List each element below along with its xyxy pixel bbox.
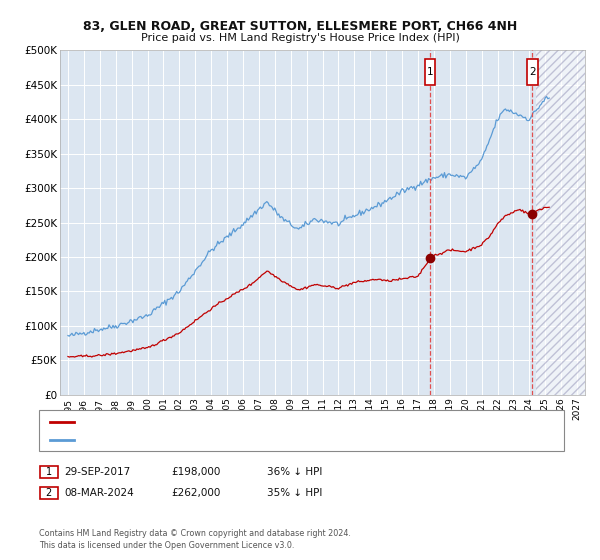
Text: Contains HM Land Registry data © Crown copyright and database right 2024.
This d: Contains HM Land Registry data © Crown c… xyxy=(39,529,351,550)
FancyBboxPatch shape xyxy=(425,59,435,85)
Text: 1: 1 xyxy=(427,67,433,77)
Text: 83, GLEN ROAD, GREAT SUTTON, ELLESMERE PORT, CH66 4NH: 83, GLEN ROAD, GREAT SUTTON, ELLESMERE P… xyxy=(83,20,517,34)
Text: 08-MAR-2024: 08-MAR-2024 xyxy=(64,488,134,498)
Text: Price paid vs. HM Land Registry's House Price Index (HPI): Price paid vs. HM Land Registry's House … xyxy=(140,32,460,43)
Text: £262,000: £262,000 xyxy=(171,488,220,498)
FancyBboxPatch shape xyxy=(527,59,538,85)
Text: 29-SEP-2017: 29-SEP-2017 xyxy=(64,467,130,477)
Bar xyxy=(536,50,585,395)
Text: 83, GLEN ROAD, GREAT SUTTON, ELLESMERE PORT, CH66 4NH (detached house): 83, GLEN ROAD, GREAT SUTTON, ELLESMERE P… xyxy=(78,417,442,426)
Text: 36% ↓ HPI: 36% ↓ HPI xyxy=(267,467,322,477)
Text: 1: 1 xyxy=(46,467,52,477)
Text: £198,000: £198,000 xyxy=(171,467,220,477)
Text: 2: 2 xyxy=(529,67,536,77)
Text: 2: 2 xyxy=(46,488,52,498)
Text: HPI: Average price, detached house, Cheshire West and Chester: HPI: Average price, detached house, Ches… xyxy=(78,435,368,444)
Text: 35% ↓ HPI: 35% ↓ HPI xyxy=(267,488,322,498)
